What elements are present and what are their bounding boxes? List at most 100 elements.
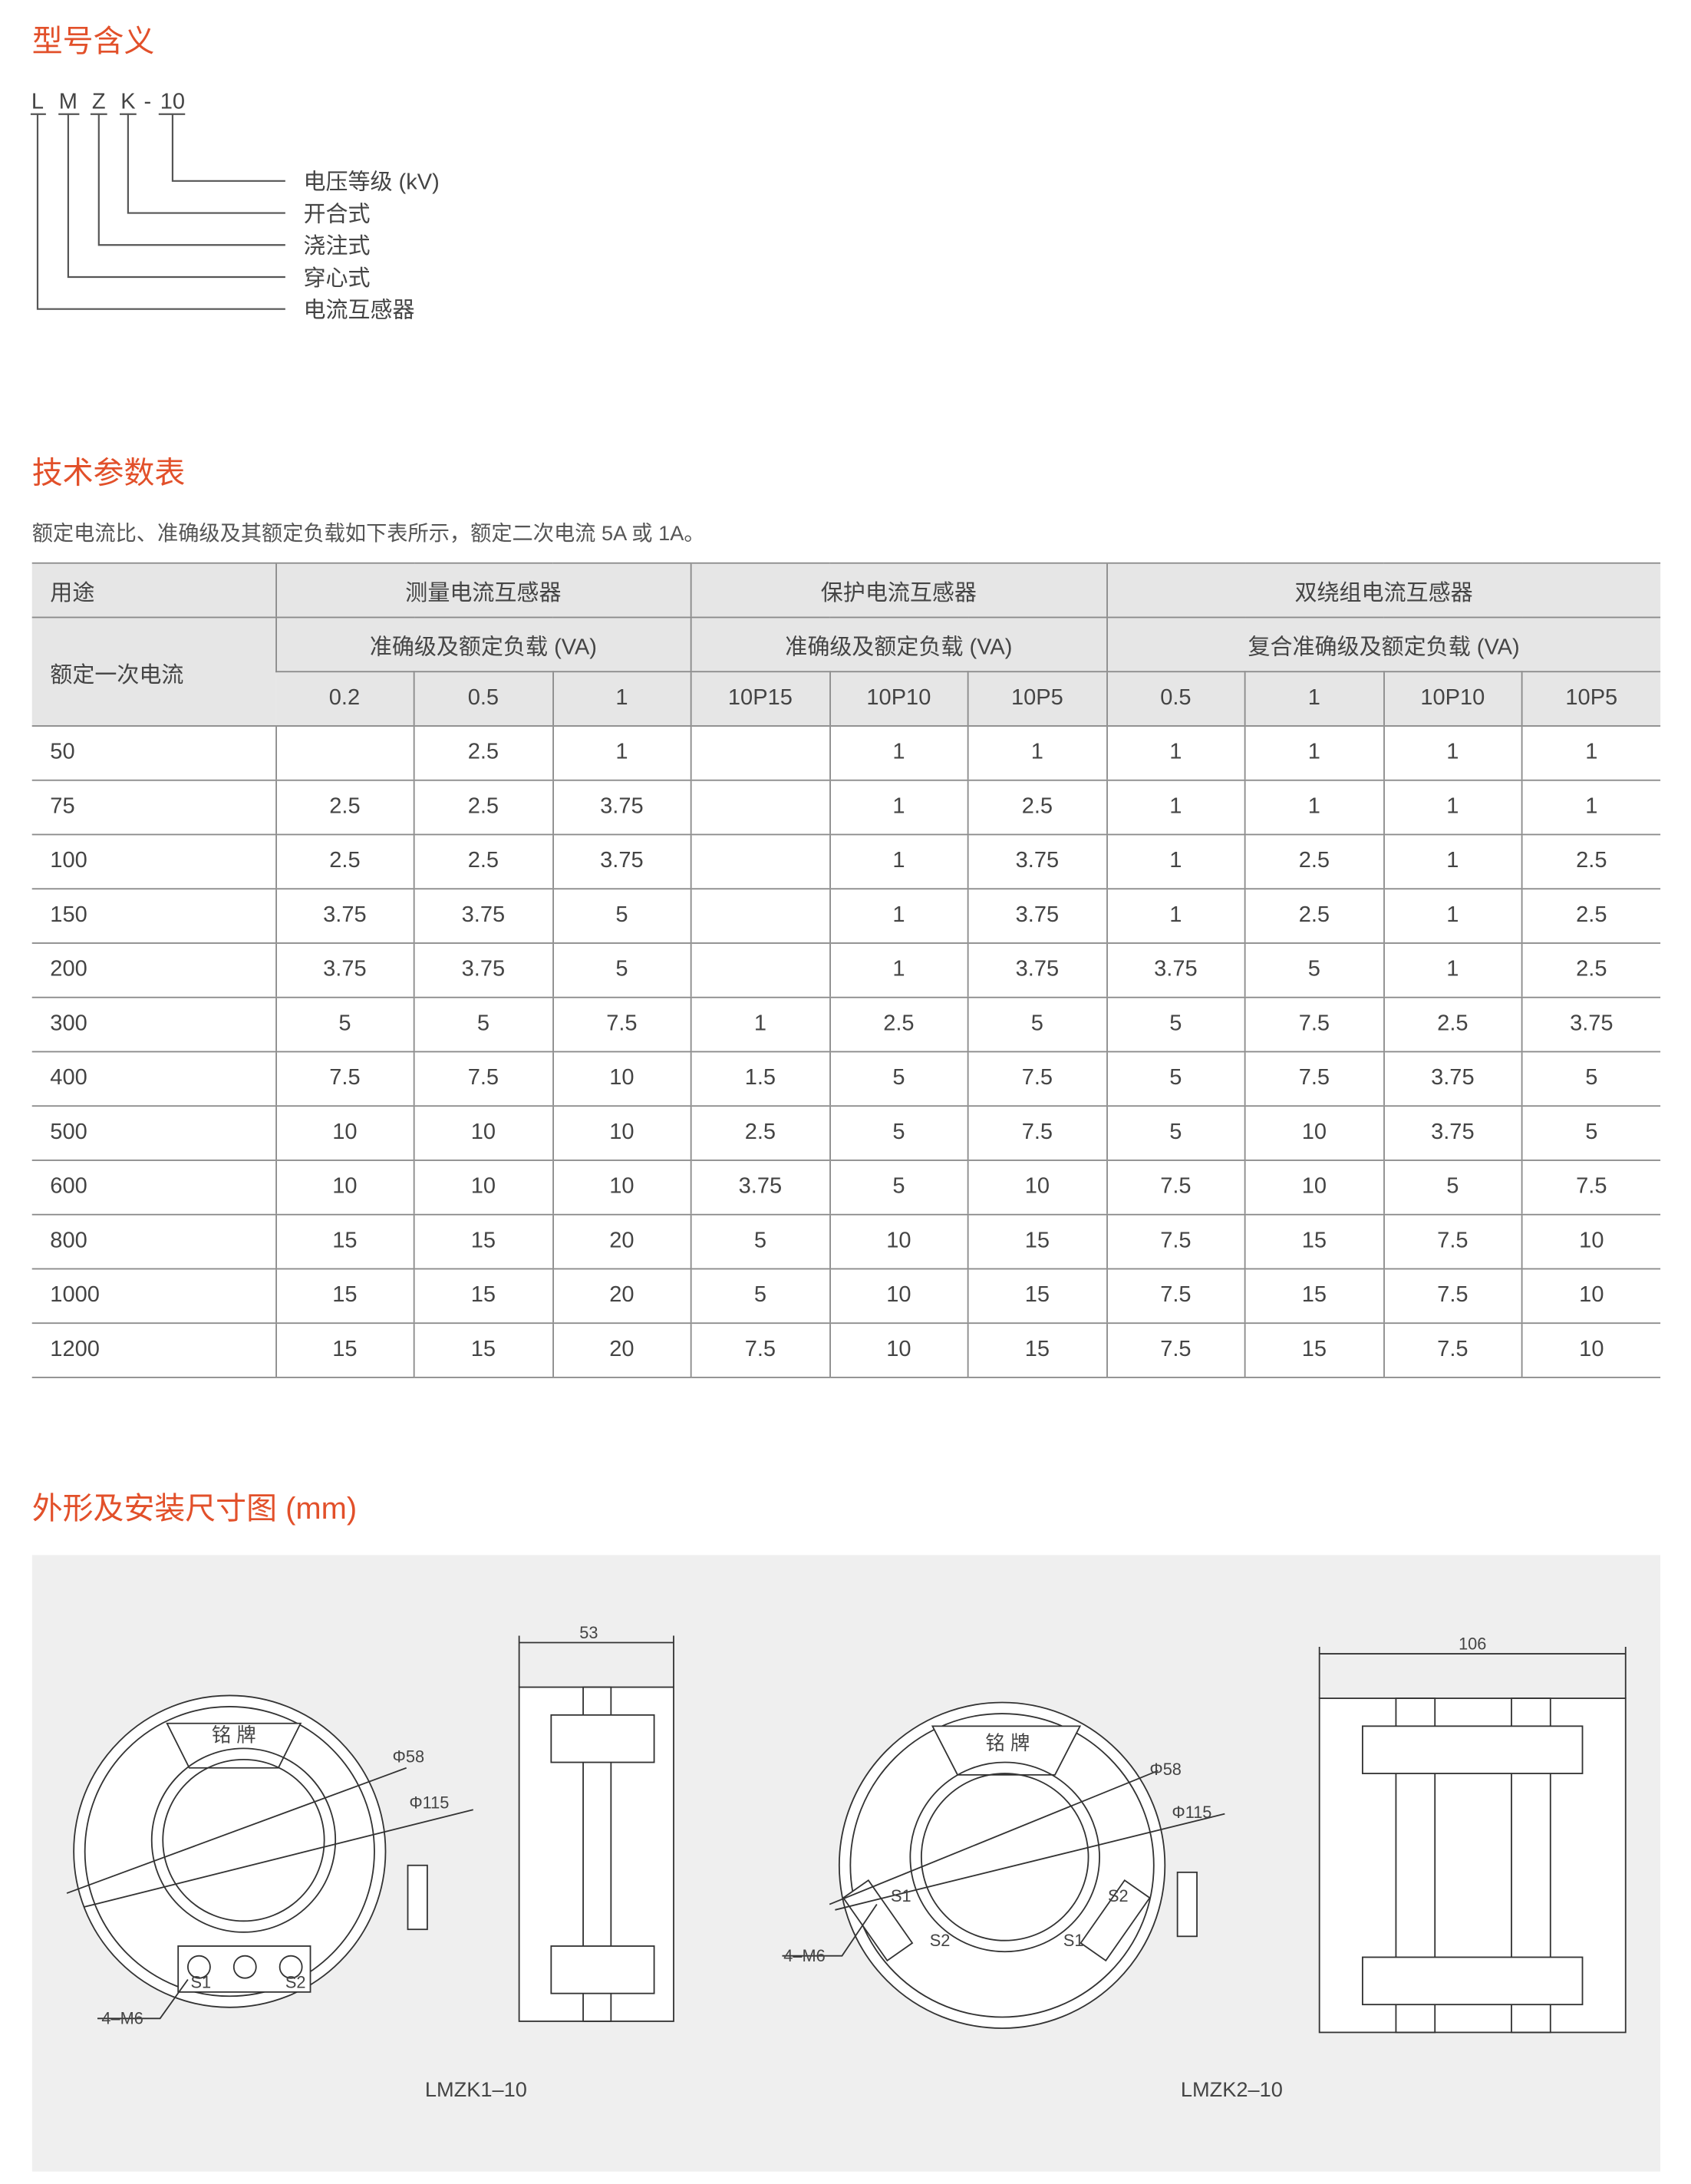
table-cell: 10 <box>1521 1214 1661 1270</box>
table-cell: 150 <box>31 889 276 944</box>
table-cell: 1 <box>1244 726 1384 781</box>
table-row: 0.2 0.5 1 10P15 10P10 10P5 0.5 1 10P10 10P5 <box>32 671 1661 727</box>
dimension-label: Φ58 <box>1149 1760 1182 1779</box>
code-letter: K <box>120 89 136 114</box>
table-cell: 7.5 <box>1383 1269 1522 1325</box>
table-cell: 1 <box>1521 726 1661 781</box>
table-cell: 5 <box>967 997 1107 1053</box>
table-cell: 3.75 <box>967 942 1107 998</box>
table-cell: 10 <box>413 1106 553 1161</box>
side-band <box>1511 1697 1551 2034</box>
nameplate-label: 铭 牌 <box>985 1733 1030 1754</box>
table-cell: 5 <box>275 997 414 1053</box>
table-cell: 3.75 <box>967 889 1107 944</box>
table-cell: 200 <box>31 942 276 998</box>
table-cell: 7.5 <box>967 1051 1107 1107</box>
mount-label: 4–M6 <box>783 1946 825 1965</box>
terminal-label: S1 <box>891 1886 911 1905</box>
table-cell: 1 <box>1521 780 1661 836</box>
bolt <box>407 1864 428 1931</box>
table-cell: 5 <box>1106 1106 1245 1161</box>
table-row: 400 7.5 7.5 10 1.5 5 7.5 5 7.5 3.75 5 <box>31 1051 1661 1107</box>
table-cell: 1200 <box>31 1323 276 1378</box>
mount-label: 4–M6 <box>101 2009 143 2028</box>
table-cell: 10P10 <box>1383 671 1522 727</box>
code-meaning: 穿心式 <box>303 266 370 291</box>
table-cell: 10 <box>829 1214 968 1270</box>
table-cell: 2.5 <box>1244 834 1384 890</box>
table-cell: 5 <box>1521 1106 1661 1161</box>
side-clamp <box>550 1714 655 1763</box>
table-cell: 7.5 <box>552 997 691 1053</box>
table-cell: 5 <box>829 1051 968 1107</box>
dim-line <box>829 1770 1159 1905</box>
table-cell: 0.2 <box>275 671 414 727</box>
table-cell: 2.5 <box>967 780 1107 836</box>
dimension-drawings: 铭 牌 Φ58 Φ115 S1 S2 4–M6 53 LMZK1–10 <box>31 1555 1661 2172</box>
bore <box>920 1773 1089 1942</box>
table-cell: 2.5 <box>413 834 553 890</box>
table-cell: 2.5 <box>1521 834 1661 890</box>
table-cell: 7.5 <box>1106 1323 1245 1378</box>
screw <box>232 1955 257 1979</box>
terminal-label: S2 <box>1108 1886 1129 1905</box>
table-cell: 3.75 <box>690 1160 830 1216</box>
table-cell: 15 <box>1244 1214 1384 1270</box>
code-letter: - <box>143 89 151 114</box>
table-cell: 10 <box>1244 1106 1384 1161</box>
table-note: 额定电流比、准确级及其额定负载如下表所示，额定二次电流 5A 或 1A。 <box>31 522 705 546</box>
table-cell: 3.75 <box>552 780 691 836</box>
outline <box>838 1701 1166 2029</box>
code-meaning: 电流互感器 <box>303 298 414 323</box>
table-row: 600 10 10 10 3.75 5 10 7.5 10 5 7.5 <box>31 1160 1661 1216</box>
table-cell: 5 <box>690 1269 830 1325</box>
code-meaning: 浇注式 <box>303 233 370 259</box>
table-cell: 1 <box>1244 671 1384 727</box>
table-row: 500 10 10 10 2.5 5 7.5 5 10 3.75 5 <box>31 1106 1661 1161</box>
side-band <box>582 1686 612 2022</box>
table-cell: 7.5 <box>1383 1214 1522 1270</box>
table-cell: 5 <box>552 942 691 998</box>
table-cell: 10P10 <box>829 671 968 727</box>
table-cell: 测量电流互感器 <box>275 562 691 619</box>
table-cell: 1 <box>829 834 968 890</box>
table-cell: 15 <box>413 1323 553 1378</box>
table-cell: 0.5 <box>1106 671 1245 727</box>
table-cell: 300 <box>31 997 276 1053</box>
table-cell: 5 <box>1244 942 1384 998</box>
table-cell: 1 <box>1106 834 1245 890</box>
section-title: 外形及安装尺寸图 (mm) <box>31 1490 358 1526</box>
table-cell: 3.75 <box>275 942 414 998</box>
table-cell: 3.75 <box>275 889 414 944</box>
table-cell: 额定一次电流 <box>31 617 276 727</box>
table-cell: 5 <box>413 997 553 1053</box>
terminal-block <box>1080 1879 1151 1962</box>
dimension-label: Φ115 <box>409 1793 449 1812</box>
table-cell: 3.75 <box>1106 942 1245 998</box>
dim-line <box>66 1767 407 1894</box>
table-cell: 2.5 <box>275 834 414 890</box>
table-cell: 1 <box>1383 889 1522 944</box>
bolt <box>1176 1871 1198 1938</box>
table-cell: 7.5 <box>967 1106 1107 1161</box>
table-cell: 1000 <box>31 1269 276 1325</box>
table-cell: 15 <box>413 1269 553 1325</box>
table-cell: 2.5 <box>275 780 414 836</box>
table-cell: 7.5 <box>1244 997 1384 1053</box>
table-cell: 1 <box>1106 726 1245 781</box>
table-cell: 10 <box>967 1160 1107 1216</box>
table-cell: 10P5 <box>967 671 1107 727</box>
table-cell: 1 <box>829 726 968 781</box>
terminal-label: S2 <box>930 1931 951 1950</box>
table-cell: 15 <box>275 1214 414 1270</box>
table-row: 1000 15 15 20 5 10 15 7.5 15 7.5 10 <box>31 1269 1661 1325</box>
table-cell: 1 <box>1383 834 1522 890</box>
side-band <box>1395 1697 1436 2034</box>
table-cell <box>690 942 830 998</box>
table-cell: 500 <box>31 1106 276 1161</box>
table-cell: 50 <box>31 726 276 781</box>
code-letter: Z <box>92 89 106 114</box>
nameplate <box>931 1725 1082 1776</box>
table-cell: 7.5 <box>1244 1051 1384 1107</box>
